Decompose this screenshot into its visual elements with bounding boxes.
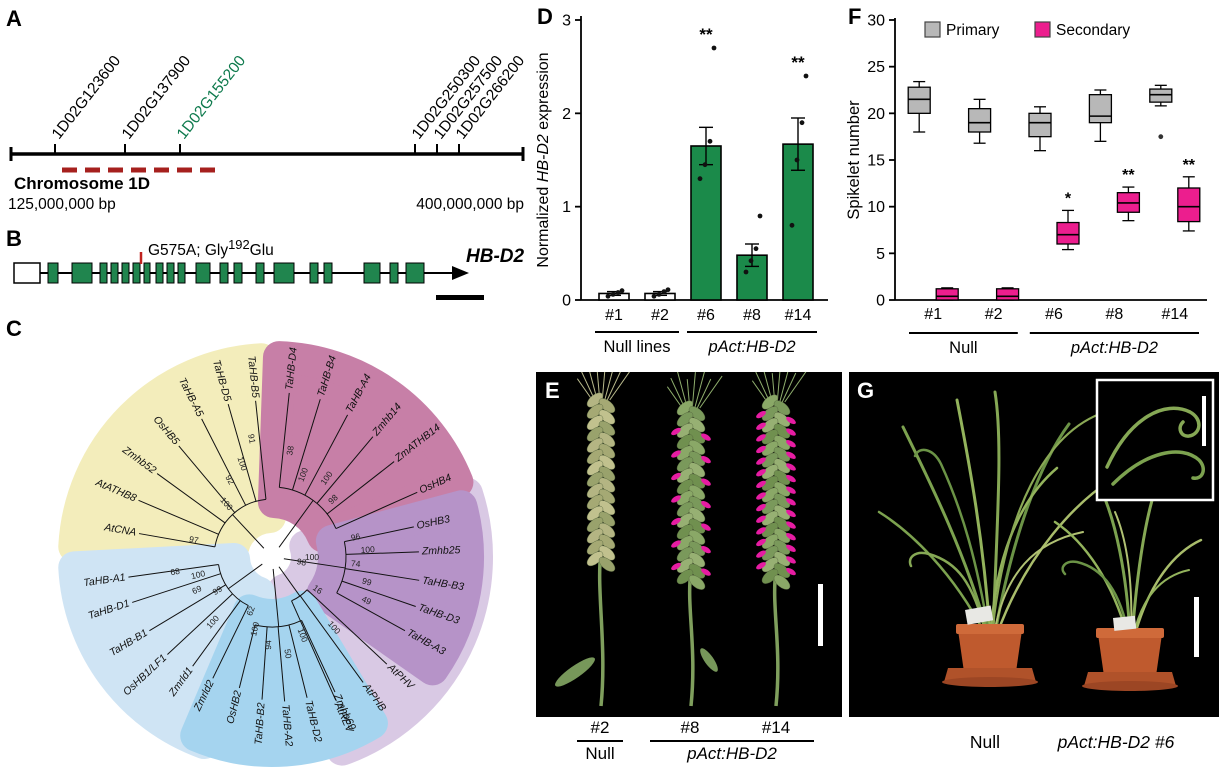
svg-text:5: 5 <box>876 246 885 263</box>
svg-text:0: 0 <box>876 293 885 310</box>
svg-text:#14: #14 <box>1161 306 1188 323</box>
svg-text:Null lines: Null lines <box>604 338 671 356</box>
svg-text:100: 100 <box>235 455 249 472</box>
gene-structure-diagram <box>13 252 484 300</box>
svg-text:69: 69 <box>190 583 203 596</box>
svg-text:20: 20 <box>867 106 885 123</box>
svg-text:100: 100 <box>305 552 320 562</box>
null-group-line <box>577 740 623 742</box>
panel-label-g: G <box>857 378 875 403</box>
svg-text:100: 100 <box>248 621 261 637</box>
svg-text:91: 91 <box>246 433 258 444</box>
svg-text:100: 100 <box>360 544 375 555</box>
svg-text:100: 100 <box>190 568 206 581</box>
svg-text:49: 49 <box>360 594 373 607</box>
svg-text:TaHB-B2: TaHB-B2 <box>253 702 268 745</box>
svg-text:*: * <box>1065 190 1072 207</box>
svg-text:62: 62 <box>244 604 257 617</box>
svg-text:2: 2 <box>562 106 571 123</box>
plant-photo <box>849 372 1219 717</box>
svg-text:pAct:HB-D2: pAct:HB-D2 <box>1070 339 1158 357</box>
svg-text:#6: #6 <box>1045 306 1063 323</box>
svg-text:99: 99 <box>361 576 373 588</box>
svg-text:#6: #6 <box>697 307 715 324</box>
svg-text:15: 15 <box>867 153 885 170</box>
svg-text:**: ** <box>1122 167 1135 184</box>
svg-text:0: 0 <box>562 293 571 310</box>
svg-text:TaHB-A2: TaHB-A2 <box>279 704 295 747</box>
svg-text:**: ** <box>791 53 805 72</box>
svg-text:#2: #2 <box>985 306 1003 323</box>
pact-group-label: pAct:HB-D2 <box>687 744 777 763</box>
svg-text:TaHB-B5: TaHB-B5 <box>245 355 261 398</box>
svg-text:96: 96 <box>350 531 362 543</box>
spike-photo <box>536 372 842 717</box>
phylogenetic-tree: AtPHVAtPHBAtREVTaHB-B5TaHB-D5TaHB-A5OsHB… <box>58 341 493 767</box>
chromosome-start-bp: 125,000,000 bp <box>8 196 116 213</box>
lane-label: #2 <box>590 718 610 737</box>
mutation-suffix: Glu <box>249 242 274 260</box>
svg-text:Zmhb25: Zmhb25 <box>421 544 461 557</box>
svg-text:#1: #1 <box>605 307 623 324</box>
svg-text:97: 97 <box>188 534 200 546</box>
svg-text:92: 92 <box>223 473 236 486</box>
svg-text:Normalized HB-D2 expression: Normalized HB-D2 expression <box>535 52 552 267</box>
panel-label-b: B <box>6 226 22 251</box>
chromosome-end-bp: 400,000,000 bp <box>416 196 524 213</box>
svg-text:#8: #8 <box>1106 306 1124 323</box>
null-group-label: Null <box>585 744 615 763</box>
panel-label-f: F <box>848 4 862 29</box>
svg-text:TaHB-D4: TaHB-D4 <box>283 347 299 391</box>
svg-text:74: 74 <box>351 558 362 569</box>
svg-text:#8: #8 <box>743 307 761 324</box>
svg-text:3: 3 <box>562 13 571 30</box>
svg-text:38: 38 <box>284 445 296 456</box>
svg-text:100: 100 <box>296 466 311 483</box>
panel-label-c: C <box>6 316 22 341</box>
svg-text:#1: #1 <box>924 306 942 323</box>
svg-text:Secondary: Secondary <box>1056 22 1130 39</box>
svg-text:#14: #14 <box>785 307 812 324</box>
svg-text:Spikelet number: Spikelet number <box>845 100 863 220</box>
svg-text:Primary: Primary <box>946 22 1000 39</box>
svg-text:94: 94 <box>263 640 273 650</box>
svg-text:10: 10 <box>867 199 885 216</box>
panel-label-e: E <box>545 378 560 403</box>
svg-text:25: 25 <box>867 59 885 76</box>
lane-label: #8 <box>680 718 700 737</box>
svg-text:TaHB-A1: TaHB-A1 <box>83 571 126 589</box>
svg-text:50: 50 <box>282 648 293 659</box>
svg-text:100: 100 <box>296 627 311 644</box>
mutation-superscript: 192 <box>228 237 250 252</box>
svg-text:#2: #2 <box>651 307 669 324</box>
svg-text:**: ** <box>1183 157 1196 174</box>
expression-bar-chart: 0 1 2 3 Normalized HB-D2 expression #1 #2 ** #6 #… <box>535 13 828 356</box>
svg-text:AtCNA: AtCNA <box>103 521 138 539</box>
pact-caption: pAct:HB-D2 #6 <box>1057 732 1175 752</box>
svg-text:68: 68 <box>170 566 181 577</box>
null-caption: Null <box>969 732 1001 752</box>
pact-group-line <box>650 740 814 742</box>
svg-text:pAct:HB-D2: pAct:HB-D2 <box>707 338 795 356</box>
lane-label: #14 <box>761 718 791 737</box>
mutation-prefix: G575A; Gly <box>148 242 229 260</box>
svg-text:30: 30 <box>867 13 885 30</box>
spikelet-boxplot: 0 5 10 15 20 25 30 Spikelet number Primary Second… <box>845 13 1207 357</box>
svg-text:**: ** <box>699 25 713 44</box>
mutation-label: G575A; Gly192Glu <box>148 237 274 260</box>
svg-text:1D02G123600: 1D02G123600 <box>49 52 125 142</box>
svg-text:1: 1 <box>562 199 571 216</box>
svg-text:98: 98 <box>296 556 307 568</box>
panel-label-d: D <box>537 4 553 29</box>
panel-label-a: A <box>6 6 22 31</box>
gene-name: HB-D2 <box>466 246 525 267</box>
chromosome-label: Chromosome 1D <box>14 174 151 193</box>
svg-text:Null: Null <box>949 339 977 357</box>
